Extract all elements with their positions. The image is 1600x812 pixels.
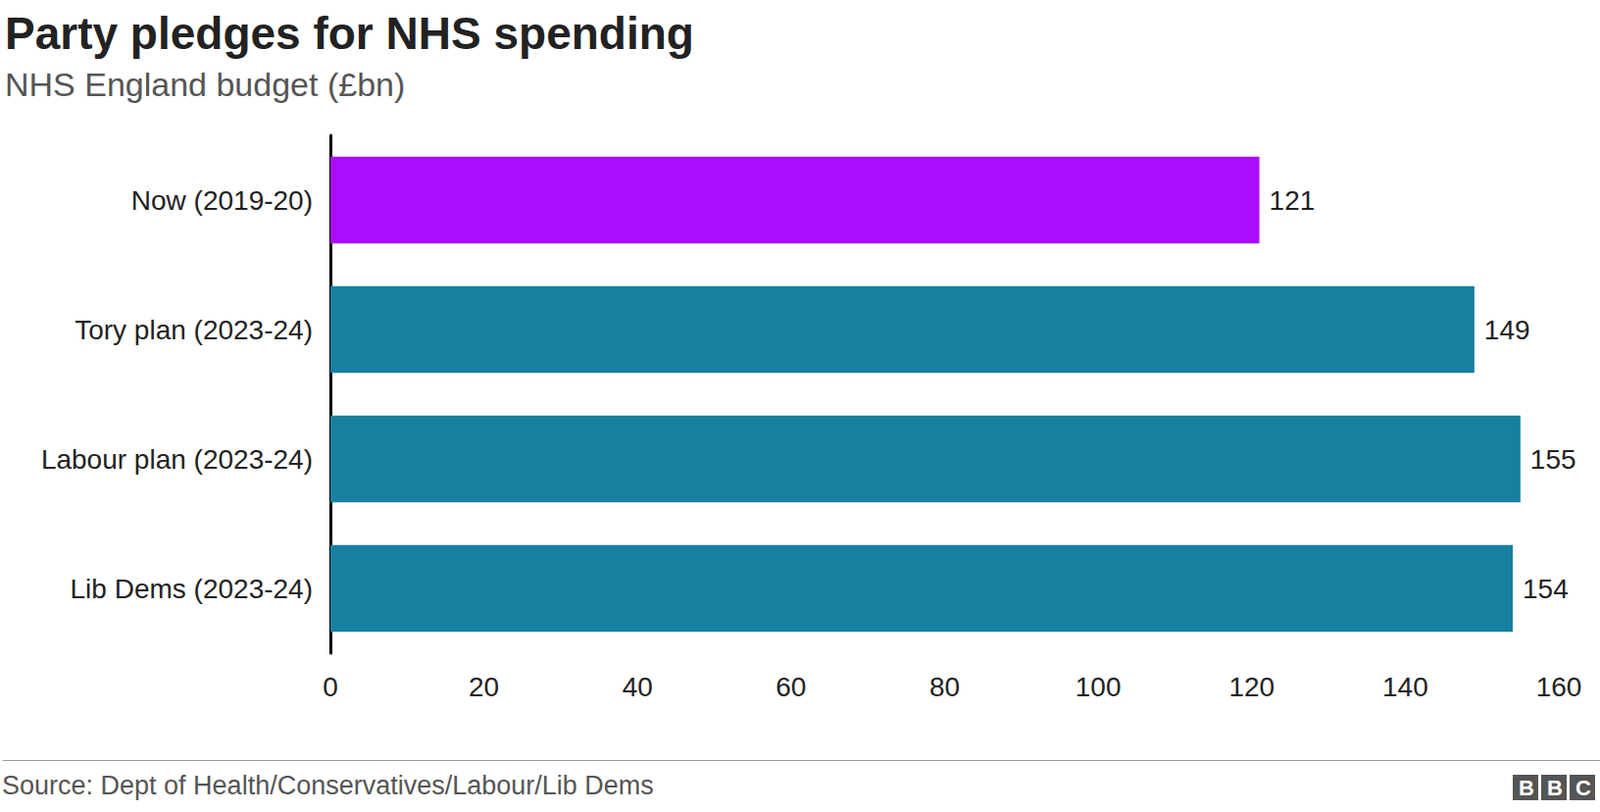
svg-text:60: 60 [775, 671, 806, 702]
svg-text:C: C [1575, 775, 1592, 800]
svg-text:Tory plan (2023-24): Tory plan (2023-24) [74, 314, 313, 346]
svg-text:Labour plan (2023-24): Labour plan (2023-24) [41, 444, 313, 475]
svg-text:Source: Dept of Health/Conserv: Source: Dept of Health/Conservatives/Lab… [1, 770, 654, 800]
svg-text:Party pledges for NHS spending: Party pledges for NHS spending [4, 7, 695, 59]
svg-text:100: 100 [1075, 671, 1122, 702]
svg-text:155: 155 [1530, 444, 1577, 475]
svg-text:40: 40 [622, 671, 653, 702]
svg-text:120: 120 [1228, 671, 1275, 702]
svg-text:160: 160 [1536, 671, 1583, 702]
svg-text:0: 0 [322, 671, 339, 702]
svg-text:B: B [1547, 775, 1563, 800]
svg-text:20: 20 [468, 671, 500, 702]
svg-text:121: 121 [1269, 185, 1316, 216]
svg-text:B: B [1518, 775, 1535, 800]
svg-text:Now (2019-20): Now (2019-20) [131, 185, 313, 216]
svg-text:Lib Dems (2023-24): Lib Dems (2023-24) [70, 573, 313, 604]
svg-text:140: 140 [1382, 671, 1429, 702]
svg-text:154: 154 [1522, 573, 1569, 604]
svg-text:80: 80 [929, 671, 960, 702]
svg-text:149: 149 [1484, 314, 1531, 346]
svg-text:NHS England budget (£bn): NHS England budget (£bn) [4, 65, 405, 103]
